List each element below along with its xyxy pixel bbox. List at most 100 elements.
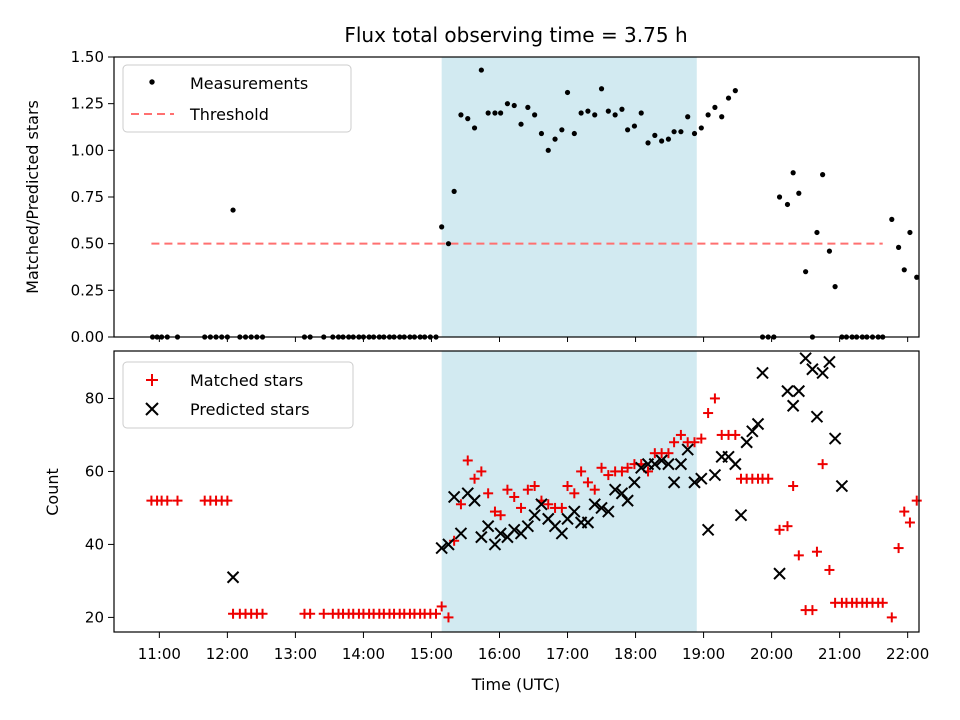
measurement-point bbox=[585, 108, 591, 114]
matched-star-point bbox=[886, 612, 897, 623]
measurement-point bbox=[712, 104, 718, 110]
measurement-point bbox=[485, 110, 491, 116]
matched-star-point bbox=[469, 473, 480, 484]
top-x-ticks bbox=[158, 337, 909, 342]
predicted-star-point bbox=[701, 523, 715, 537]
matched-star-point bbox=[522, 484, 533, 495]
matched-star-point bbox=[576, 466, 587, 477]
predicted-star-point bbox=[648, 457, 662, 471]
matched-star-point bbox=[495, 510, 506, 521]
predicted-star-point bbox=[581, 516, 595, 529]
matched-star-point bbox=[596, 462, 607, 473]
bottom-y-tick-label: 20 bbox=[85, 608, 104, 626]
measurement-point bbox=[889, 216, 895, 222]
predicted-star-point bbox=[488, 538, 502, 551]
bottom-y-tick-label: 60 bbox=[85, 462, 104, 480]
measurement-point bbox=[532, 112, 538, 118]
matched-star-point bbox=[483, 488, 494, 499]
measurement-point bbox=[645, 140, 651, 146]
x-tick-label: 19:00 bbox=[682, 645, 725, 663]
matched-star-point bbox=[443, 612, 454, 623]
legend-matched-label: Matched stars bbox=[190, 371, 303, 390]
top-y-tick-label: 0.00 bbox=[71, 328, 104, 346]
predicted-star-point bbox=[835, 479, 849, 493]
matched-star-point bbox=[603, 470, 614, 481]
measurement-point bbox=[725, 95, 732, 101]
predicted-star-point bbox=[226, 571, 240, 584]
matched-star-point bbox=[589, 484, 600, 495]
measurement-point bbox=[914, 274, 920, 280]
predicted-star-point bbox=[828, 432, 842, 445]
matched-star-point bbox=[509, 491, 520, 502]
measurement-point bbox=[691, 130, 698, 137]
matched-star-point bbox=[476, 466, 487, 477]
predicted-star-point bbox=[508, 523, 521, 537]
measurement-point bbox=[592, 112, 598, 118]
measurement-point bbox=[652, 132, 658, 138]
measurement-point bbox=[605, 108, 611, 114]
predicted-star-point bbox=[806, 363, 819, 376]
predicted-star-point bbox=[475, 530, 488, 544]
legend-measurements-label: Measurements bbox=[190, 74, 308, 93]
legend-matched-marker bbox=[146, 374, 158, 386]
measurement-point bbox=[814, 229, 820, 236]
predicted-star-point bbox=[674, 457, 688, 471]
matched-star-point bbox=[807, 605, 818, 616]
matched-star-point bbox=[788, 481, 799, 492]
matched-star-point bbox=[622, 462, 633, 473]
predicted-star-point bbox=[468, 494, 481, 507]
bottom-plot-frame bbox=[113, 350, 920, 633]
matched-star-point bbox=[904, 517, 915, 528]
matched-star-point bbox=[669, 437, 680, 448]
top-y-tick-label: 1.50 bbox=[71, 48, 104, 66]
matched-star-point bbox=[675, 429, 686, 440]
predicted-star-point bbox=[621, 494, 634, 507]
measurement-point bbox=[504, 101, 511, 107]
predicted-star-point bbox=[528, 509, 541, 522]
predicted-star-point bbox=[734, 509, 748, 522]
measurement-point bbox=[631, 123, 638, 129]
predicted-star-point bbox=[435, 541, 448, 555]
bottom-highlight-span bbox=[441, 351, 697, 632]
top-panel: 0.00 0.25 0.50 0.75 1.00 1.25 1.50 Matched/Pre… bbox=[23, 48, 920, 346]
predicted-star-point bbox=[635, 461, 648, 474]
bottom-plot-marks bbox=[146, 352, 922, 623]
matched-star-point bbox=[516, 502, 527, 513]
matched-star-point bbox=[893, 543, 904, 554]
measurement-point bbox=[458, 112, 464, 118]
matched-star-point bbox=[703, 408, 714, 419]
measurement-point bbox=[784, 201, 791, 208]
measurement-point bbox=[511, 102, 517, 109]
predicted-star-point bbox=[568, 505, 581, 518]
x-tick-label: 20:00 bbox=[750, 645, 793, 663]
bottom-y-tick-label: 80 bbox=[85, 389, 104, 407]
measurement-point bbox=[678, 129, 684, 135]
matched-star-point bbox=[782, 521, 793, 532]
measurement-point bbox=[685, 114, 691, 120]
bottom-legend: Matched stars Predicted stars bbox=[122, 361, 354, 429]
measurement-point bbox=[552, 136, 558, 142]
predicted-star-point bbox=[494, 527, 507, 540]
top-y-tick-label: 0.75 bbox=[71, 188, 104, 206]
predicted-star-point bbox=[786, 399, 800, 412]
measurement-point bbox=[545, 147, 551, 153]
matched-star-point bbox=[689, 437, 700, 448]
measurement-point bbox=[525, 104, 531, 110]
measurement-point bbox=[619, 106, 625, 112]
top-legend: Measurements Threshold bbox=[122, 64, 352, 133]
measurement-point bbox=[665, 136, 672, 142]
measurement-point bbox=[907, 229, 913, 236]
measurement-point bbox=[578, 110, 584, 116]
measurement-point bbox=[471, 125, 478, 131]
measurement-point bbox=[465, 116, 471, 122]
predicted-star-point bbox=[681, 443, 694, 456]
predicted-star-point bbox=[751, 417, 765, 431]
top-plot-frame bbox=[113, 56, 920, 338]
top-y-tick-label: 1.00 bbox=[71, 141, 104, 159]
legend-threshold-label: Threshold bbox=[189, 105, 269, 124]
measurement-point bbox=[776, 194, 783, 200]
predicted-star-point bbox=[823, 355, 836, 369]
legend-predicted-marker bbox=[145, 402, 159, 416]
measurement-point bbox=[671, 129, 677, 135]
